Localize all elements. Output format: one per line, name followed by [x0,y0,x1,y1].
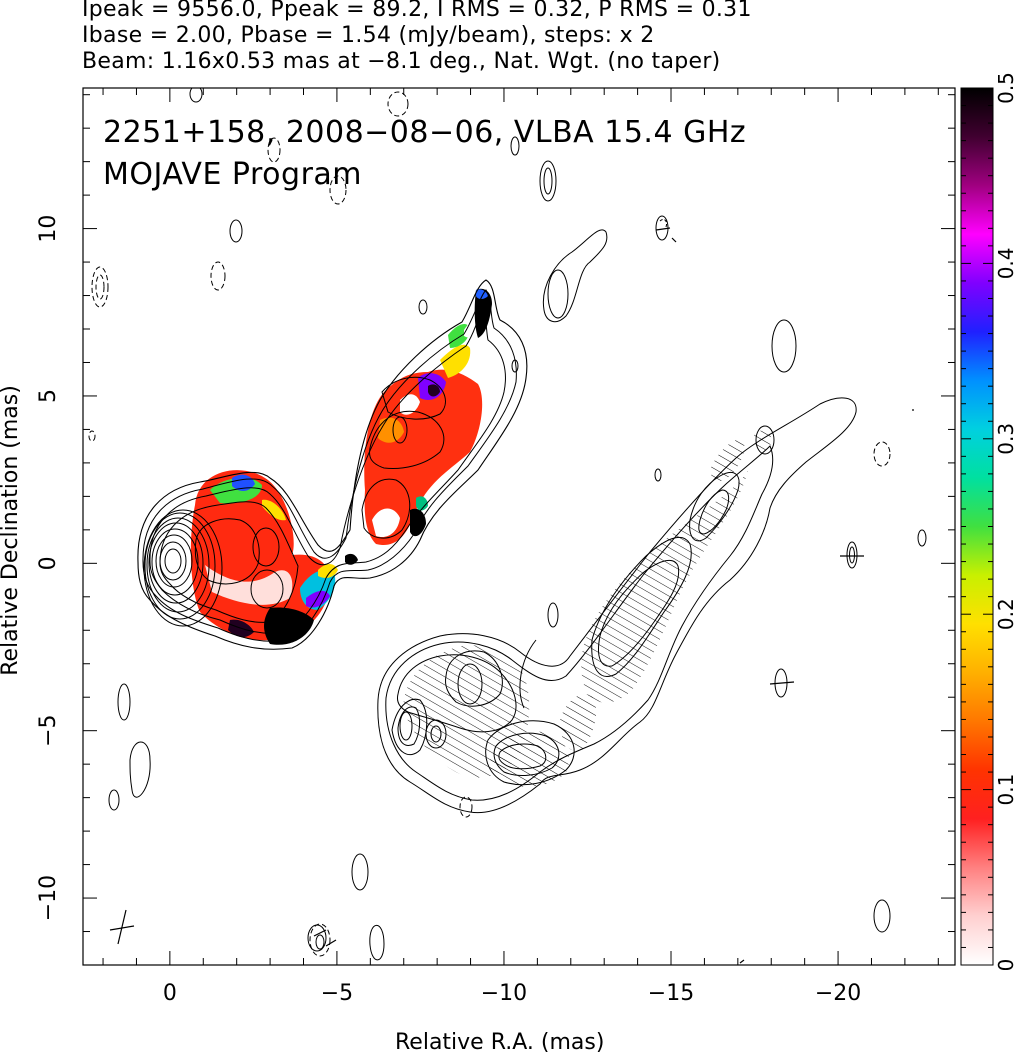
colorbar-ticks [961,87,993,966]
core-contours [137,279,528,650]
x-tick-labels: 0 −5 −10 −15 −20 [163,981,861,1006]
y-tick-label: 10 [36,215,61,243]
y-tick-labels: 10 5 0 −5 −10 [36,215,61,922]
colorbar-label: 0.1 [994,774,1018,806]
x-tick-label: −20 [815,981,861,1006]
colorbar-label: 0.3 [994,423,1018,455]
header-line-2: Ibase = 2.00, Pbase = 1.54 (mJy/beam), s… [82,23,655,48]
colorbar-label: 0.4 [994,247,1018,279]
chart-title: 2251+158, 2008−08−06, VLBA 15.4 GHz [103,115,746,150]
y-tick-label: 5 [36,389,61,403]
map-layer [88,88,927,964]
y-tick-label: −10 [36,875,61,921]
header-line-1: Ipeak = 9556.0, Ppeak = 89.2, I RMS = 0.… [82,0,752,22]
colorbar-labels: 0 0.1 0.2 0.3 0.4 0.5 [994,72,1018,971]
x-tick-label: −15 [648,981,694,1006]
header-line-3: Beam: 1.16x0.53 mas at −8.1 deg., Nat. W… [82,49,721,74]
colorbar-label: 0.2 [994,598,1018,630]
polarization-vectors [109,227,914,964]
axis-ticks [83,88,955,965]
colorbar-label: 0 [994,959,1018,972]
hatched-polarization-region [403,430,772,787]
colorbar [960,87,994,966]
fractional-polarization-map [190,288,492,645]
negative-contours [88,91,891,957]
y-axis-title: Relative Declination (mas) [0,385,23,676]
x-axis-title: Relative R.A. (mas) [395,1030,605,1055]
y-tick-label: 0 [36,556,61,570]
colorbar-label: 0.5 [994,72,1018,104]
x-tick-label: 0 [163,981,177,1006]
chart-subtitle: MOJAVE Program [103,157,362,192]
y-tick-label: −5 [36,714,61,746]
x-tick-label: −10 [481,981,527,1006]
x-tick-label: −5 [321,981,353,1006]
plot-frame [82,87,956,966]
